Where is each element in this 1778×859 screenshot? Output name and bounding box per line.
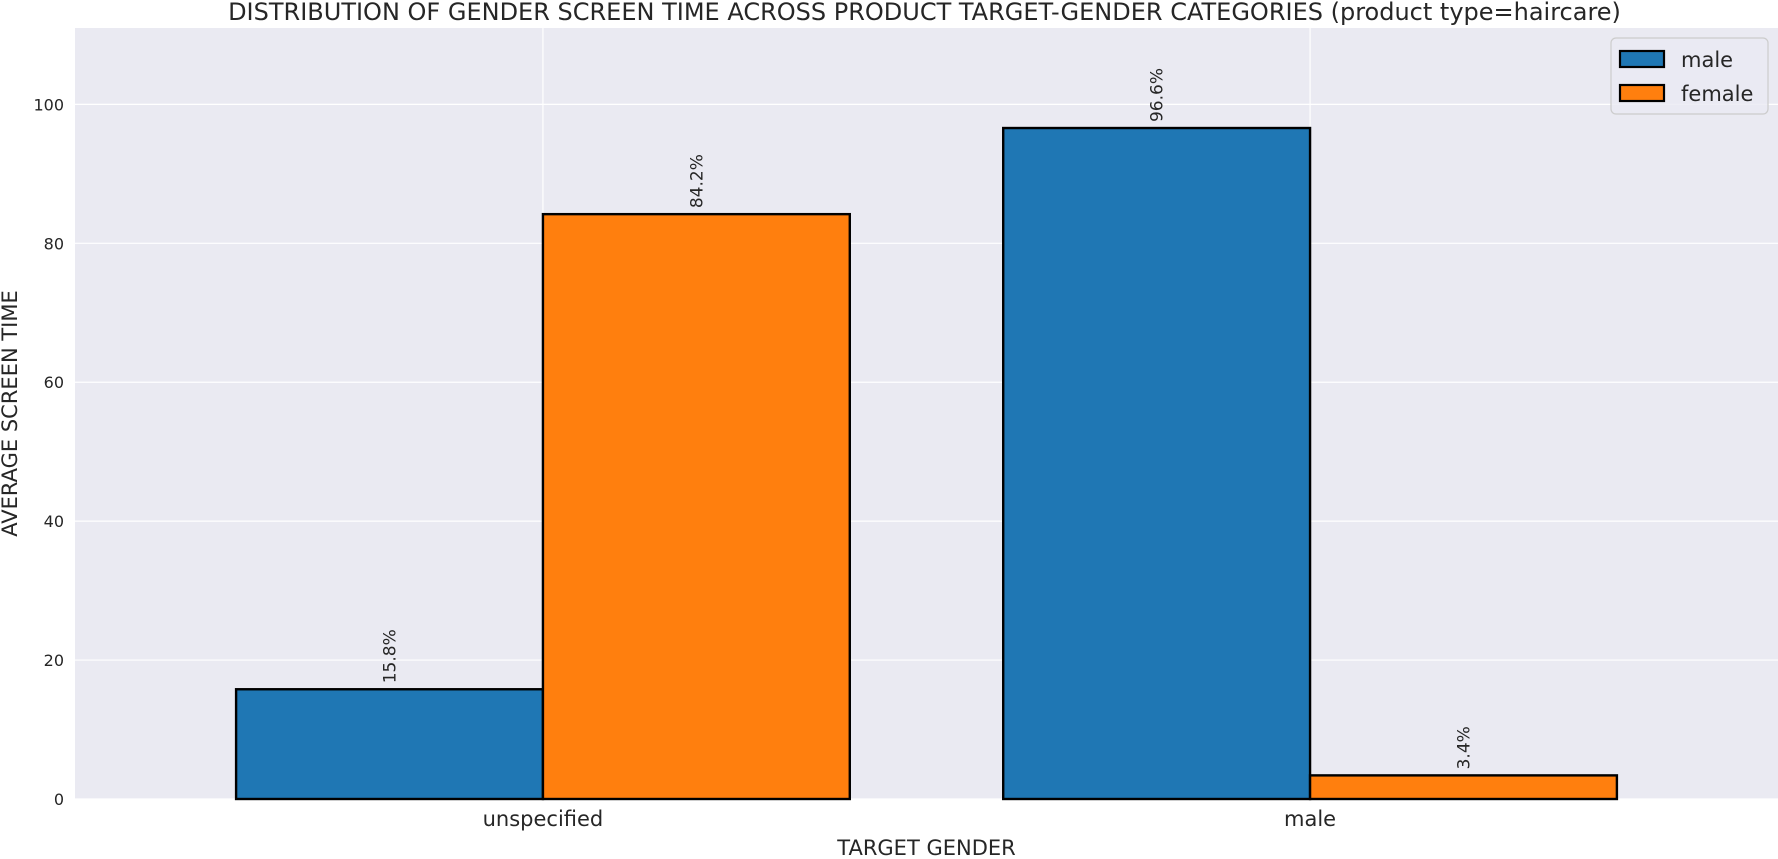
bar-value-label: 96.6% [1148,68,1168,122]
y-tick-label: 60 [44,373,64,392]
legend-label-male: male [1681,48,1733,72]
y-tick-label: 40 [44,512,64,531]
bar-value-label: 84.2% [687,154,707,208]
bars [234,126,1619,801]
legend-label-female: female [1681,82,1753,106]
plot-area [75,28,1778,799]
bar-male-unspecified [234,688,545,801]
legend: male female [1610,37,1769,115]
x-tick-label: unspecified [483,807,604,831]
y-axis-ticks: 0 20 40 60 80 100 [33,95,64,809]
chart-title: DISTRIBUTION OF GENDER SCREEN TIME ACROS… [228,0,1621,26]
y-tick-label: 100 [33,95,64,114]
y-axis-label: AVERAGE SCREEN TIME [0,290,22,537]
x-axis-label: TARGET GENDER [836,836,1015,859]
x-tick-label: male [1284,807,1336,831]
x-axis-ticks: unspecified male [483,807,1336,831]
y-tick-label: 0 [54,790,64,809]
bar-value-labels: 15.8% 96.6% 84.2% 3.4% [381,68,1475,769]
legend-swatch-male [1618,49,1666,69]
bar-value-label: 3.4% [1454,726,1474,769]
y-tick-label: 80 [44,234,64,253]
bar-value-label: 15.8% [381,629,401,683]
legend-swatch-female [1618,83,1666,103]
bar-male-male [1002,126,1312,801]
bar-female-unspecified [541,212,851,801]
bar-female-male [1308,774,1619,801]
y-tick-label: 20 [44,651,64,670]
